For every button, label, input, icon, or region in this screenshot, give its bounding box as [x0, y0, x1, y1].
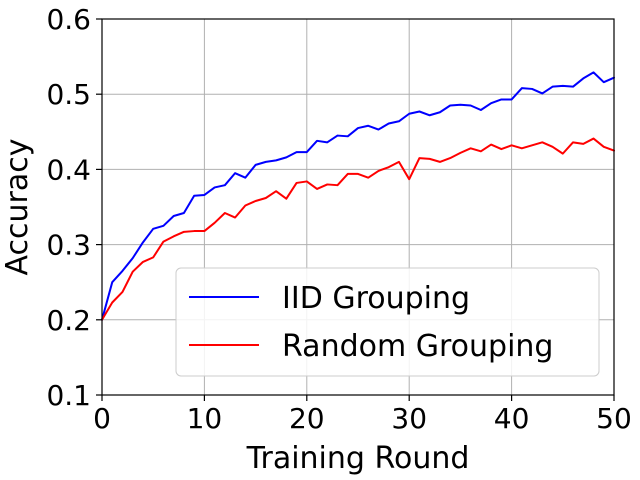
x-tick-label: 30: [391, 402, 427, 435]
legend-label-1: IID Grouping: [282, 281, 470, 316]
y-axis-ticks: 0.1 0.2 0.3 0.4 0.5 0.6: [46, 3, 102, 412]
y-tick-label: 0.2: [46, 304, 91, 337]
legend: IID Grouping Random Grouping: [175, 267, 600, 377]
x-tick-label: 0: [93, 402, 111, 435]
y-tick-label: 0.3: [46, 229, 91, 262]
series-line-2: [101, 137, 615, 321]
series-line-1: [101, 71, 615, 321]
x-tick-label: 40: [494, 402, 530, 435]
x-axis-ticks: 0 10 20 30 40 50: [93, 395, 632, 435]
plot-frame: [101, 18, 615, 396]
legend-label-2: Random Grouping: [282, 329, 553, 364]
y-tick-label: 0.5: [46, 78, 91, 111]
y-tick-label: 0.4: [46, 153, 91, 186]
x-axis-label: Training Round: [246, 441, 470, 476]
y-tick-label: 0.1: [46, 379, 91, 412]
legend-box: [175, 267, 600, 377]
x-tick-label: 10: [187, 402, 223, 435]
y-tick-label: 0.6: [46, 3, 91, 36]
y-axis-label: Accuracy: [0, 139, 35, 276]
x-tick-label: 20: [289, 402, 325, 435]
x-tick-label: 50: [596, 402, 632, 435]
series-layer: [101, 71, 615, 321]
